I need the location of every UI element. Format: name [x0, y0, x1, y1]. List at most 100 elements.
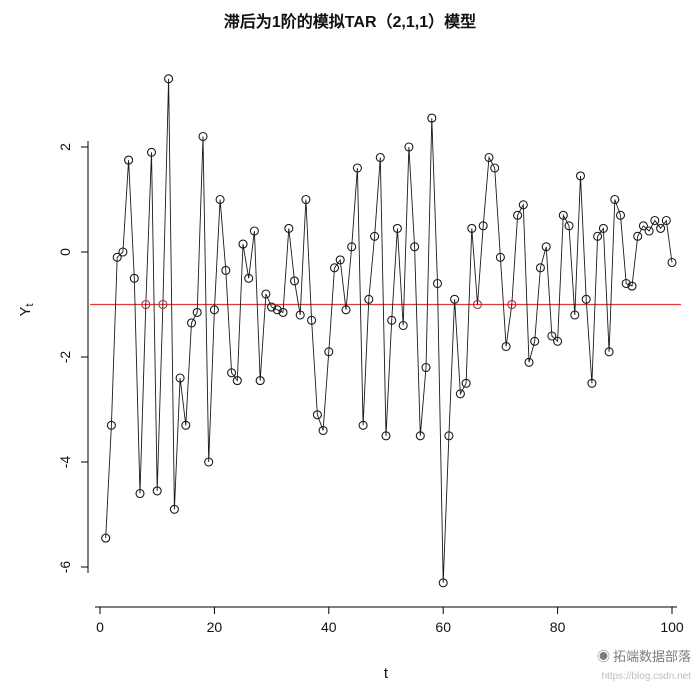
data-point [558, 210, 568, 220]
y-axis-label: Yt [17, 303, 36, 316]
highlight-data-point [158, 299, 168, 310]
data-point [598, 223, 608, 233]
data-point [381, 431, 391, 441]
data-point [593, 231, 603, 241]
data-point [518, 200, 528, 210]
data-point [358, 420, 368, 430]
data-point [513, 210, 523, 220]
data-point [621, 278, 631, 289]
y-tick-label: 2 [57, 143, 73, 151]
data-point [484, 152, 494, 163]
data-point [553, 336, 563, 346]
data-point [135, 488, 145, 499]
data-point [581, 294, 591, 304]
data-point [421, 362, 431, 373]
data-point [209, 305, 219, 315]
data-point [169, 504, 179, 514]
data-point [146, 147, 157, 157]
data-point [198, 131, 208, 142]
data-point [432, 278, 443, 289]
data-point [564, 221, 574, 231]
x-tick-label: 40 [321, 619, 337, 635]
x-tick-label: 20 [207, 619, 223, 635]
data-point [186, 318, 197, 328]
data-point [524, 357, 534, 367]
data-point [249, 226, 259, 236]
data-point [164, 74, 174, 84]
data-point [106, 420, 116, 430]
data-point [650, 215, 660, 226]
data-point [255, 376, 265, 386]
data-point [238, 239, 248, 249]
data-point [587, 378, 597, 388]
data-point [455, 389, 465, 399]
y-tick-label: -4 [57, 456, 73, 469]
y-axis-label-sub: t [24, 303, 36, 306]
data-point [335, 255, 345, 265]
data-point [272, 305, 282, 315]
data-point [232, 376, 242, 386]
data-point [352, 163, 362, 173]
data-point [495, 252, 505, 262]
watermark-brand-text: 拓端数据部落 [613, 649, 691, 664]
highlight-data-point [507, 299, 517, 310]
data-point [610, 194, 620, 205]
watermark-brand: ◉ 拓端数据部落 [597, 649, 691, 664]
data-point [575, 171, 586, 181]
data-point [347, 242, 357, 252]
data-point [450, 294, 460, 304]
x-tick-label: 100 [660, 619, 684, 635]
highlight-data-point [472, 299, 483, 310]
data-point [615, 210, 626, 220]
data-point [535, 263, 545, 273]
data-point [398, 320, 408, 331]
data-point [461, 378, 471, 388]
data-point [307, 315, 317, 325]
data-point [221, 265, 231, 275]
data-point [547, 331, 557, 341]
data-point [415, 431, 425, 441]
data-point [661, 215, 671, 226]
data-point [244, 273, 254, 283]
y-tick-label: -6 [57, 561, 73, 574]
chart-title: 滞后为1阶的模拟TAR（2,1,1）模型 [224, 12, 476, 31]
data-point [644, 226, 654, 236]
data-point [118, 247, 128, 257]
data-point [478, 221, 488, 231]
data-point [312, 410, 322, 420]
axes: 0 20 40 60 80 100 -6 -4 -2 0 2 [57, 141, 684, 635]
data-point [289, 276, 300, 286]
series-layer [101, 74, 677, 588]
data-point [152, 486, 162, 496]
data-point [387, 315, 397, 325]
data-point [392, 223, 402, 233]
data-point [129, 273, 139, 283]
data-point [667, 257, 677, 268]
y-tick-label: -2 [57, 351, 73, 364]
data-point [181, 420, 191, 430]
data-point [410, 242, 420, 252]
watermark-url: https://blog.csdn.net [601, 671, 691, 682]
data-point [438, 578, 448, 588]
y-tick-label: 0 [57, 248, 73, 256]
data-point [370, 231, 380, 241]
watermark-logo-icon: ◉ [597, 649, 610, 664]
data-point [284, 223, 294, 233]
data-point [638, 221, 648, 231]
x-tick-label: 80 [550, 619, 566, 635]
data-point [341, 305, 351, 315]
data-point [267, 302, 277, 312]
data-point [404, 142, 414, 152]
data-point [444, 431, 454, 441]
data-point [204, 457, 214, 467]
data-point [112, 252, 122, 262]
data-point [627, 281, 637, 291]
x-tick-label: 60 [435, 619, 451, 635]
data-point [375, 152, 385, 163]
data-point [261, 289, 271, 299]
data-point [295, 310, 305, 320]
data-point [215, 194, 225, 205]
data-point [530, 336, 540, 346]
data-point [501, 341, 511, 352]
